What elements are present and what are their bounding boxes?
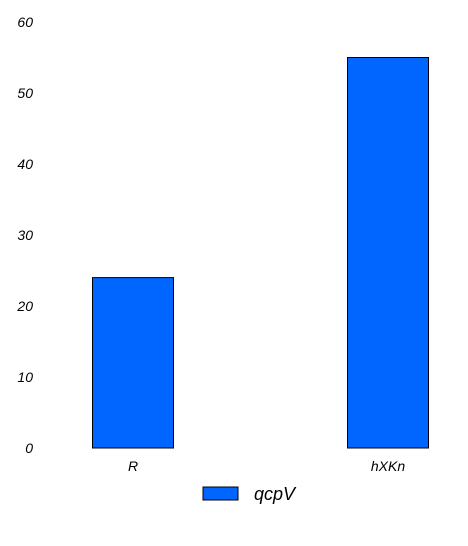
y-tick-label: 60 (17, 14, 33, 30)
y-tick-label: 30 (17, 227, 33, 243)
x-tick-label: R (128, 458, 138, 474)
y-axis-ticks: 0 10 20 30 40 50 60 (16, 14, 33, 456)
legend: qcpV (202, 484, 297, 504)
y-tick-label: 40 (17, 156, 33, 172)
y-tick-label: 20 (16, 298, 33, 314)
y-tick-label: 0 (25, 440, 33, 456)
bar (92, 277, 174, 449)
bar (347, 57, 429, 449)
y-tick-label: 50 (17, 85, 33, 101)
bar-series (92, 57, 429, 449)
legend-label: qcpV (254, 484, 297, 504)
legend-swatch (202, 486, 239, 501)
x-tick-label: hXKn (371, 458, 405, 474)
y-tick-label: 10 (17, 369, 33, 385)
